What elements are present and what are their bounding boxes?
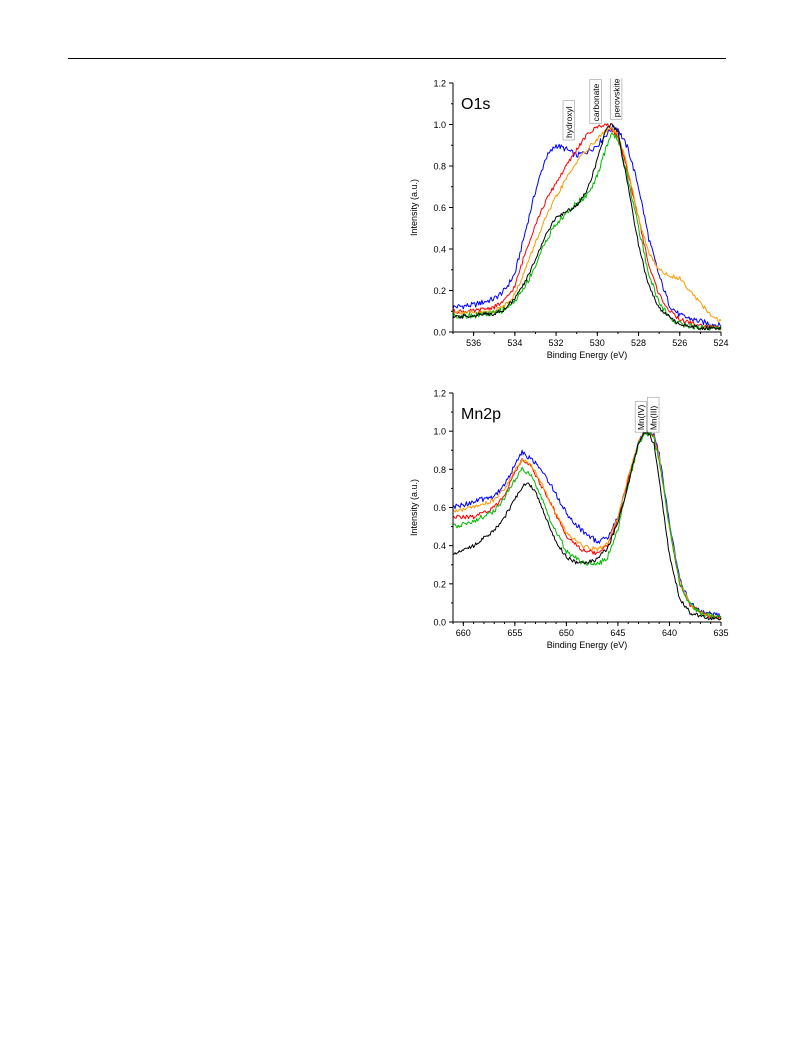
- o1s-panel-label: O1s: [461, 96, 490, 113]
- mn2p-x-tick-label: 650: [559, 628, 574, 638]
- o1s-x-tick-label: 536: [466, 338, 481, 348]
- o1s-y-tick-label: 0.4: [433, 245, 446, 255]
- mn2p-series-line-4: [453, 431, 722, 621]
- o1s-annotation-label: perovskite: [611, 78, 621, 117]
- o1s-annotation: hydroxyl: [562, 100, 575, 141]
- o1s-spectrum-chart: 0.0 0.2 0.4 0.6 0.8 1.0 1.2 536 534 532 530 528 526 5…: [405, 78, 730, 368]
- mn2p-annotation: Mn(IV): [634, 401, 647, 433]
- page-header-rule: [68, 58, 726, 59]
- mn2p-series-line-0: [452, 429, 722, 619]
- mn2p-annotation-box: [634, 401, 647, 433]
- o1s-series-line-0: [452, 124, 722, 329]
- mn2p-y-tick-label: 0.4: [433, 541, 446, 551]
- mn2p-panel-label: Mn2p: [461, 406, 501, 423]
- o1s-annotation-label: carbonate: [591, 83, 601, 121]
- o1s-series-line-1: [452, 123, 722, 330]
- mn2p-annotation: Mn(III): [647, 396, 660, 433]
- o1s-x-tick-label: 532: [549, 338, 564, 348]
- mn2p-chart-svg: 0.0 0.2 0.4 0.6 0.8 1.0 1.2 660 655 650 645 640 635 B…: [409, 389, 729, 651]
- mn2p-annotation-label: Mn(III): [649, 405, 659, 430]
- mn2p-x-tick-label: 660: [456, 628, 471, 638]
- o1s-y-tick-label: 1.2: [433, 79, 446, 89]
- o1s-x-tick-label: 530: [590, 338, 605, 348]
- o1s-x-tick-label: 526: [672, 338, 687, 348]
- mn2p-y-tick-label: 0.2: [433, 579, 446, 589]
- mn2p-series-line-2: [452, 429, 722, 621]
- mn2p-x-tick-label: 655: [507, 628, 522, 638]
- o1s-y-tick-label: 1.0: [433, 120, 446, 130]
- mn2p-y-tick-label: 1.0: [433, 427, 446, 437]
- mn2p-annotation-label: Mn(IV): [636, 404, 646, 430]
- o1s-y-tick-label: 0.8: [433, 162, 446, 172]
- mn2p-x-tick-label: 640: [662, 628, 677, 638]
- mn2p-y-tick-label: 0.8: [433, 465, 446, 475]
- mn2p-annotation-box: [647, 396, 660, 433]
- o1s-x-tick-label: 528: [631, 338, 646, 348]
- mn2p-y-tick-label: 0.0: [433, 618, 446, 628]
- o1s-y-tick-label: 0.2: [433, 286, 446, 296]
- o1s-chart-svg: 0.0 0.2 0.4 0.6 0.8 1.0 1.2 536 534 532 530 528 526 5…: [409, 78, 729, 360]
- mn2p-y-axis-label: Intensity (a.u.): [409, 479, 419, 536]
- o1s-series-line-2: [452, 126, 722, 322]
- o1s-y-tick-label: 0.6: [433, 203, 446, 213]
- o1s-x-axis-label: Binding Energy (eV): [547, 350, 628, 360]
- o1s-x-tick-label: 524: [713, 338, 728, 348]
- mn2p-y-tick-label: 0.6: [433, 503, 446, 513]
- o1s-annotation-label: hydroxyl: [564, 106, 574, 138]
- o1s-annotation-box: [589, 79, 602, 124]
- mn2p-series-line-1: [452, 430, 722, 620]
- mn2p-spectrum-chart: 0.0 0.2 0.4 0.6 0.8 1.0 1.2 660 655 650 645 640 635 B…: [405, 385, 730, 660]
- o1s-annotation: carbonate: [589, 79, 602, 124]
- o1s-annotation-box: [562, 100, 575, 141]
- o1s-y-tick-label: 0.0: [433, 328, 446, 338]
- o1s-series-line-4: [452, 123, 722, 331]
- mn2p-y-tick-label: 1.2: [433, 389, 446, 399]
- mn2p-x-tick-label: 645: [610, 628, 625, 638]
- mn2p-series-line-3: [452, 431, 722, 620]
- mn2p-x-tick-label: 635: [713, 628, 728, 638]
- o1s-annotation: perovskite: [610, 78, 623, 120]
- o1s-annotation-box: [610, 78, 623, 120]
- mn2p-x-axis-label: Binding Energy (eV): [547, 640, 628, 650]
- o1s-y-axis-label: Intensity (a.u.): [409, 179, 419, 236]
- o1s-x-tick-label: 534: [507, 338, 522, 348]
